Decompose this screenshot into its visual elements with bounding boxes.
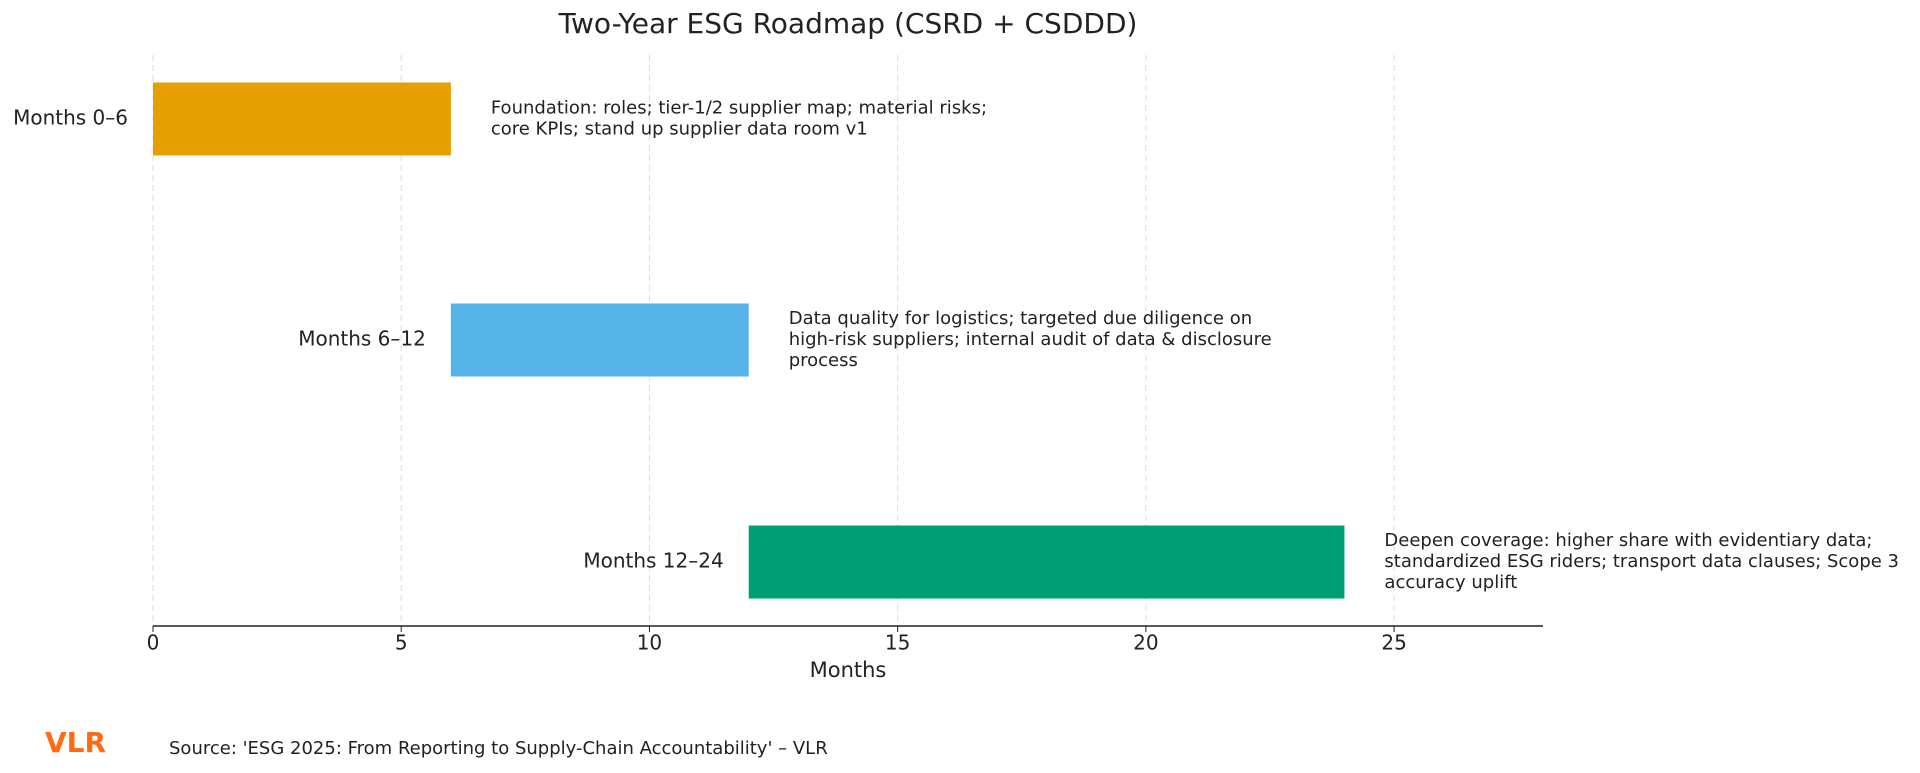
- chart-title: Two-Year ESG Roadmap (CSRD + CSDDD): [558, 7, 1138, 40]
- annotation: accuracy uplift: [1384, 572, 1517, 593]
- annotation: Foundation: roles; tier-1/2 supplier map…: [491, 98, 987, 119]
- category-label: Months 6–12: [298, 327, 426, 351]
- x-tick-label: 15: [885, 631, 910, 655]
- category-label: Months 0–6: [13, 106, 128, 130]
- bar: [450, 303, 749, 377]
- logo: VLR: [45, 726, 106, 759]
- annotation: standardized ESG riders; transport data …: [1384, 551, 1899, 572]
- bar: [748, 525, 1345, 599]
- annotation: Data quality for logistics; targeted due…: [789, 308, 1252, 329]
- bar: [153, 82, 451, 156]
- x-tick-label: 0: [147, 631, 160, 655]
- annotation: process: [789, 350, 858, 371]
- category-label: Months 12–24: [583, 549, 723, 573]
- source: Source: 'ESG 2025: From Reporting to Sup…: [169, 738, 828, 759]
- x-tick-label: 10: [637, 631, 662, 655]
- x-tick-label: 25: [1381, 631, 1406, 655]
- x-axis-label: Months: [810, 658, 887, 682]
- annotation: core KPIs; stand up supplier data room v…: [491, 119, 868, 140]
- x-tick-label: 5: [395, 631, 408, 655]
- annotation: Deepen coverage: higher share with evide…: [1384, 530, 1872, 551]
- annotation: high-risk suppliers; internal audit of d…: [789, 329, 1272, 350]
- x-tick-label: 20: [1133, 631, 1158, 655]
